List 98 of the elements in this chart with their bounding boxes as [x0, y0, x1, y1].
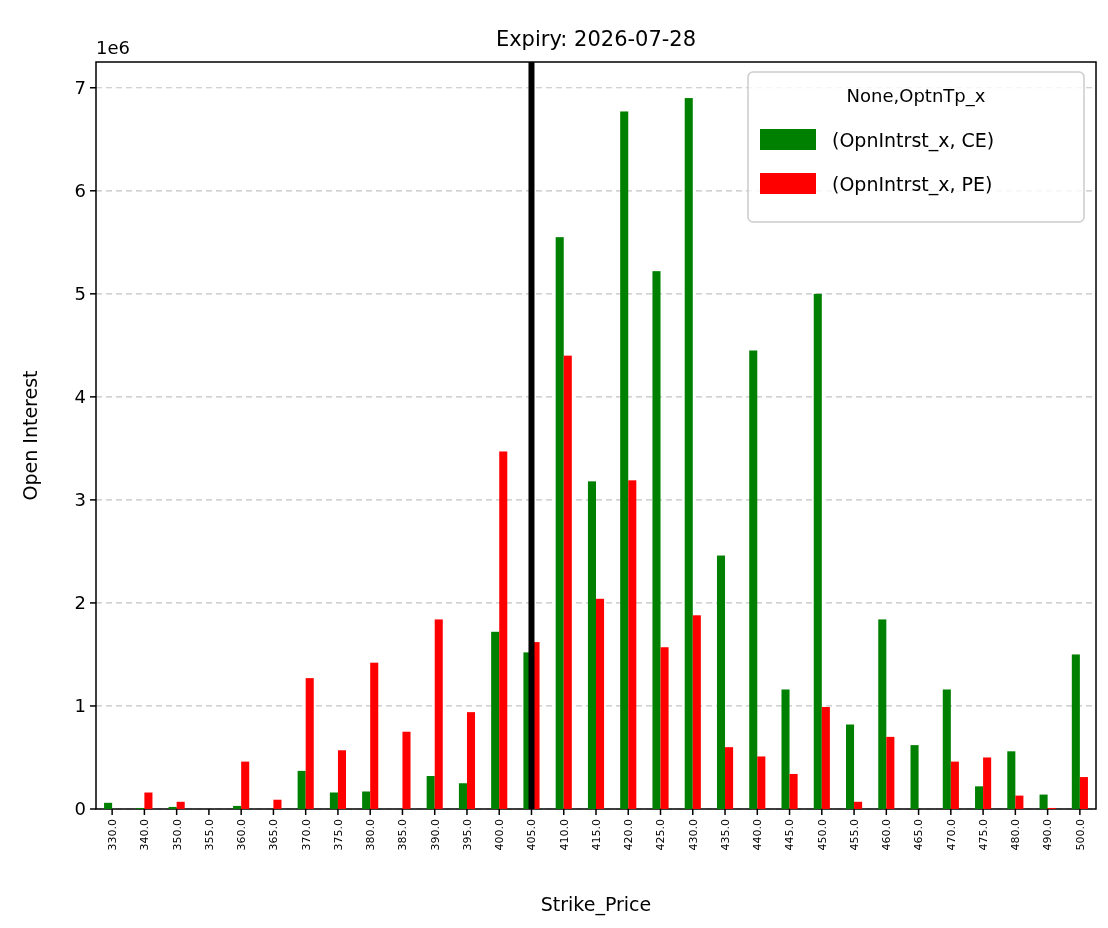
bar — [1079, 777, 1088, 809]
bar — [942, 689, 951, 809]
x-tick-label: 395.0 — [460, 819, 474, 851]
bar — [434, 619, 443, 809]
x-axis-title: Strike_Price — [540, 893, 652, 916]
bar — [854, 801, 863, 809]
chart-title: Expiry: 2026-07-28 — [495, 27, 697, 51]
y-tick-label: 4 — [74, 386, 86, 408]
x-tick-label: 385.0 — [396, 819, 410, 851]
bar — [950, 761, 959, 809]
bar — [660, 647, 669, 809]
bar — [337, 750, 346, 809]
x-tick-label: 470.0 — [944, 819, 958, 851]
bar — [370, 662, 379, 809]
bar — [749, 350, 758, 809]
x-tick-label: 465.0 — [912, 819, 926, 851]
x-tick-label: 330.0 — [105, 819, 119, 851]
x-tick-label: 375.0 — [331, 819, 345, 851]
bar — [886, 736, 895, 809]
bar — [821, 707, 830, 809]
bar — [491, 631, 500, 809]
y-tick-label: 7 — [74, 77, 86, 99]
bar — [684, 98, 693, 809]
bar — [975, 786, 984, 809]
x-tick-label: 355.0 — [202, 819, 216, 851]
x-tick-label: 380.0 — [364, 819, 378, 851]
bar — [233, 805, 242, 809]
bar — [757, 756, 766, 809]
x-tick-label: 450.0 — [815, 819, 829, 851]
bar — [725, 747, 734, 809]
x-tick-label: 405.0 — [525, 819, 539, 851]
y-tick-label: 1 — [74, 695, 86, 717]
x-tick-label: 455.0 — [847, 819, 861, 851]
bar — [104, 802, 113, 809]
x-tick-label: 500.0 — [1073, 819, 1087, 851]
x-tick-label: 410.0 — [557, 819, 571, 851]
bar — [402, 731, 411, 809]
bar — [144, 792, 153, 809]
x-tick-label: 415.0 — [589, 819, 603, 851]
bar — [555, 237, 564, 809]
y-tick-label: 0 — [74, 798, 86, 820]
bar — [168, 806, 177, 809]
bar — [362, 791, 371, 809]
y-tick-label: 3 — [74, 489, 86, 511]
x-tick-label: 370.0 — [299, 819, 313, 851]
bar — [789, 773, 798, 809]
bar — [628, 480, 637, 809]
y-tick-label: 6 — [74, 180, 86, 202]
bar — [273, 799, 282, 809]
y-tick-label: 2 — [74, 592, 86, 614]
legend-title: None,OptnTp_x — [846, 85, 986, 107]
x-tick-label: 350.0 — [170, 819, 184, 851]
text: 1e6 — [96, 37, 130, 58]
bar — [1015, 795, 1024, 809]
bar — [297, 770, 306, 809]
bar — [846, 724, 855, 809]
bar — [563, 355, 572, 809]
bar — [983, 757, 992, 809]
x-tick-label: 480.0 — [1009, 819, 1023, 851]
x-tick-label: 460.0 — [880, 819, 894, 851]
y-axis-title: Open Interest — [18, 370, 41, 501]
x-tick-label: 490.0 — [1041, 819, 1055, 851]
x-tick-label: 440.0 — [751, 819, 765, 851]
legend-label: (OpnIntrst_x, PE) — [832, 172, 993, 196]
x-tick-label: 430.0 — [686, 819, 700, 851]
bar — [1071, 654, 1080, 809]
bar — [620, 111, 629, 809]
bar — [1007, 751, 1016, 809]
bar — [426, 776, 435, 809]
x-tick-label: 475.0 — [976, 819, 990, 851]
bar — [813, 293, 822, 809]
bar — [716, 555, 726, 809]
bar — [910, 745, 919, 809]
x-tick-label: 340.0 — [138, 819, 152, 851]
bar — [458, 783, 467, 809]
bar — [329, 792, 338, 809]
bar — [878, 619, 887, 809]
x-tick-label: 420.0 — [622, 819, 636, 851]
x-tick-label: 390.0 — [428, 819, 442, 851]
bar — [241, 761, 250, 809]
x-tick-label: 400.0 — [493, 819, 507, 851]
bar — [305, 678, 314, 809]
bar — [587, 481, 596, 809]
x-tick-label: 425.0 — [654, 819, 668, 851]
legend-label: (OpnIntrst_x, CE) — [832, 128, 995, 152]
bar — [499, 451, 508, 809]
bar — [466, 712, 476, 809]
bar — [176, 801, 185, 809]
bar — [596, 598, 605, 809]
bar — [781, 689, 790, 809]
y-tick-label: 5 — [74, 283, 86, 305]
bar — [692, 615, 701, 809]
bar — [1039, 794, 1048, 809]
x-tick-label: 435.0 — [718, 819, 732, 851]
x-tick-label: 360.0 — [235, 819, 249, 851]
x-tick-label: 445.0 — [783, 819, 797, 851]
bar — [652, 271, 661, 809]
x-tick-label: 365.0 — [267, 819, 281, 851]
